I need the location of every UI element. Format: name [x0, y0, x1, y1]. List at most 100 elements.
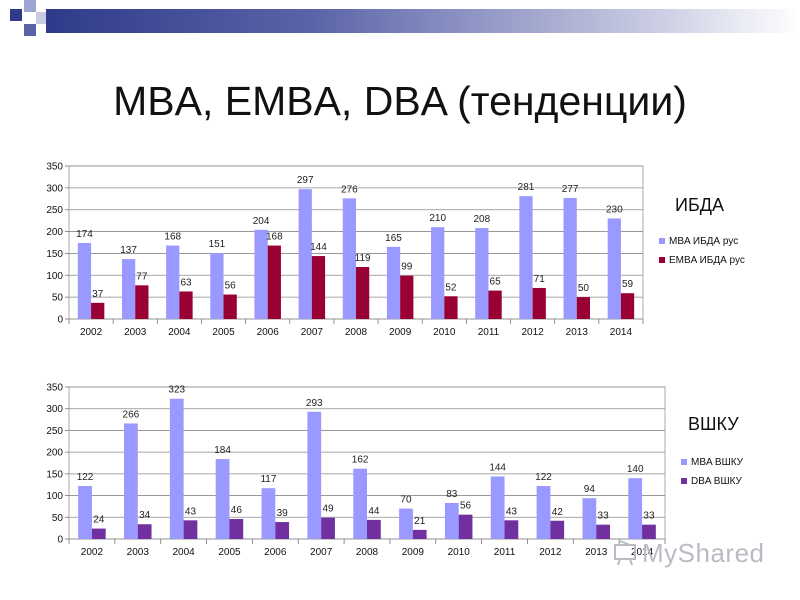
bar-secondary [532, 287, 546, 319]
x-tick-label: 2006 [257, 327, 280, 338]
data-label: 184 [214, 445, 231, 456]
data-label: 204 [253, 216, 270, 227]
x-tick-label: 2002 [81, 547, 104, 558]
bar-secondary [91, 528, 106, 539]
data-label: 52 [445, 282, 457, 293]
x-tick-label: 2010 [448, 547, 471, 558]
data-label: 21 [414, 516, 426, 527]
x-tick-label: 2014 [610, 327, 633, 338]
bar-secondary [229, 519, 244, 539]
data-label: 42 [552, 507, 564, 518]
y-tick-label: 100 [46, 491, 63, 502]
bar-secondary [550, 520, 565, 539]
y-tick-label: 0 [57, 315, 63, 326]
chart-ibda-label: ИБДА [675, 195, 724, 215]
bar-mba [261, 488, 276, 539]
data-label: 65 [490, 277, 502, 288]
y-tick-label: 150 [46, 469, 63, 480]
data-label: 63 [180, 277, 192, 288]
bar-mba [169, 398, 184, 539]
chart-vshku-label: ВШКУ [688, 414, 739, 434]
watermark-icon [614, 540, 636, 566]
title-bar [46, 9, 800, 33]
bar-secondary [223, 294, 237, 319]
y-tick-label: 200 [46, 448, 63, 459]
y-tick-label: 300 [46, 183, 63, 194]
x-tick-label: 2014 [631, 547, 654, 558]
data-label: 266 [123, 409, 140, 420]
bar-mba [254, 229, 268, 319]
bar-mba [166, 245, 180, 319]
data-label: 34 [139, 510, 151, 521]
bar-mba [307, 411, 322, 539]
data-label: 46 [231, 505, 243, 516]
data-label: 56 [225, 281, 237, 292]
x-tick-label: 2003 [124, 327, 147, 338]
data-label: 137 [120, 245, 137, 256]
bar-mba [210, 252, 224, 319]
data-label: 119 [355, 253, 371, 264]
bar-secondary [444, 296, 458, 319]
bar-secondary [183, 520, 198, 539]
data-label: 43 [185, 506, 197, 517]
x-tick-label: 2012 [521, 327, 544, 338]
y-tick-label: 100 [46, 271, 63, 282]
bar-mba [582, 498, 597, 539]
x-tick-label: 2013 [585, 547, 608, 558]
data-label: 43 [506, 506, 518, 517]
x-tick-label: 2005 [212, 327, 235, 338]
bar-mba [399, 508, 413, 539]
data-label: 144 [310, 242, 327, 253]
data-label: 293 [306, 398, 323, 409]
bar-secondary [642, 524, 656, 539]
x-tick-label: 2008 [356, 547, 379, 558]
bar-secondary [135, 285, 149, 319]
bar-mba [386, 246, 401, 319]
bar-secondary [321, 517, 335, 539]
deco-square-2 [24, 0, 36, 12]
deco-square-4 [36, 12, 46, 24]
legend-swatch [659, 257, 665, 263]
y-tick-label: 350 [46, 162, 63, 173]
bar-mba [536, 486, 551, 539]
data-label: 144 [489, 462, 506, 473]
y-tick-label: 250 [46, 426, 63, 437]
data-label: 83 [446, 489, 458, 500]
bar-secondary [91, 302, 105, 319]
data-label: 56 [460, 501, 472, 512]
bar-secondary [488, 290, 502, 319]
data-label: 168 [266, 232, 283, 243]
data-label: 117 [260, 474, 276, 485]
bar-secondary [267, 245, 281, 319]
data-label: 323 [168, 385, 185, 396]
data-label: 33 [643, 511, 655, 522]
x-tick-label: 2005 [218, 547, 241, 558]
x-tick-label: 2009 [402, 547, 425, 558]
bar-secondary [311, 256, 326, 319]
legend-label: MBA ВШКУ [691, 457, 744, 468]
x-tick-label: 2012 [539, 547, 562, 558]
bar-secondary [400, 275, 414, 319]
y-tick-label: 250 [46, 205, 63, 216]
y-tick-label: 50 [52, 293, 64, 304]
bar-mba [77, 242, 92, 319]
bar-mba [563, 197, 577, 319]
data-label: 140 [627, 464, 644, 475]
data-label: 162 [352, 455, 369, 466]
data-label: 297 [297, 175, 314, 186]
data-label: 70 [400, 495, 412, 506]
data-label: 39 [277, 508, 289, 519]
x-tick-label: 2004 [172, 547, 195, 558]
y-tick-label: 150 [46, 249, 63, 260]
bar-mba [519, 196, 533, 319]
x-tick-label: 2011 [478, 327, 500, 338]
data-label: 71 [534, 274, 546, 285]
y-tick-label: 50 [52, 513, 64, 524]
bar-secondary [596, 524, 610, 539]
x-tick-label: 2004 [168, 327, 191, 338]
x-tick-label: 2009 [389, 327, 412, 338]
x-tick-label: 2007 [310, 547, 333, 558]
bar-secondary [356, 266, 370, 319]
bar-mba [431, 227, 445, 319]
data-label: 168 [164, 232, 181, 243]
